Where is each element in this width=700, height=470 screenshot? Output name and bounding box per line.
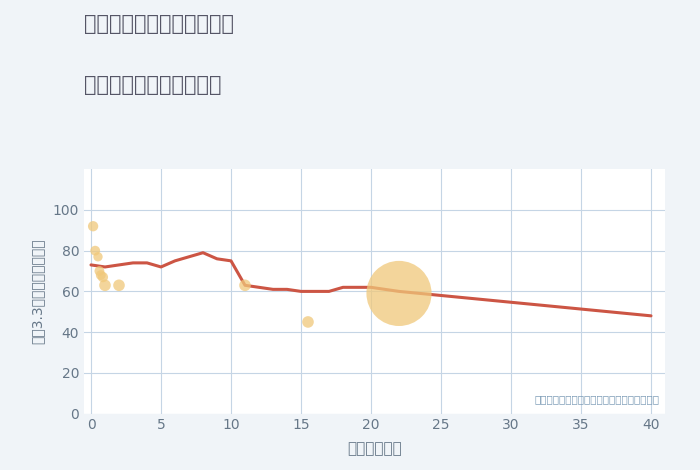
Y-axis label: 坪（3.3㎡）単価（万円）: 坪（3.3㎡）単価（万円） <box>30 239 44 344</box>
Point <box>302 318 314 326</box>
Text: 奈良県奈良市佐保台西町の: 奈良県奈良市佐保台西町の <box>84 14 234 34</box>
Point <box>393 290 405 297</box>
Point <box>99 282 111 289</box>
Point <box>95 271 106 279</box>
Point <box>92 253 104 260</box>
X-axis label: 築年数（年）: 築年数（年） <box>347 441 402 456</box>
Text: 築年数別中古戸建て価格: 築年数別中古戸建て価格 <box>84 75 221 95</box>
Point <box>88 222 99 230</box>
Point <box>94 267 105 275</box>
Point <box>113 282 125 289</box>
Point <box>239 282 251 289</box>
Point <box>90 247 101 254</box>
Text: 円の大きさは、取引のあった物件面積を示す: 円の大きさは、取引のあった物件面積を示す <box>534 394 659 404</box>
Point <box>97 274 108 281</box>
